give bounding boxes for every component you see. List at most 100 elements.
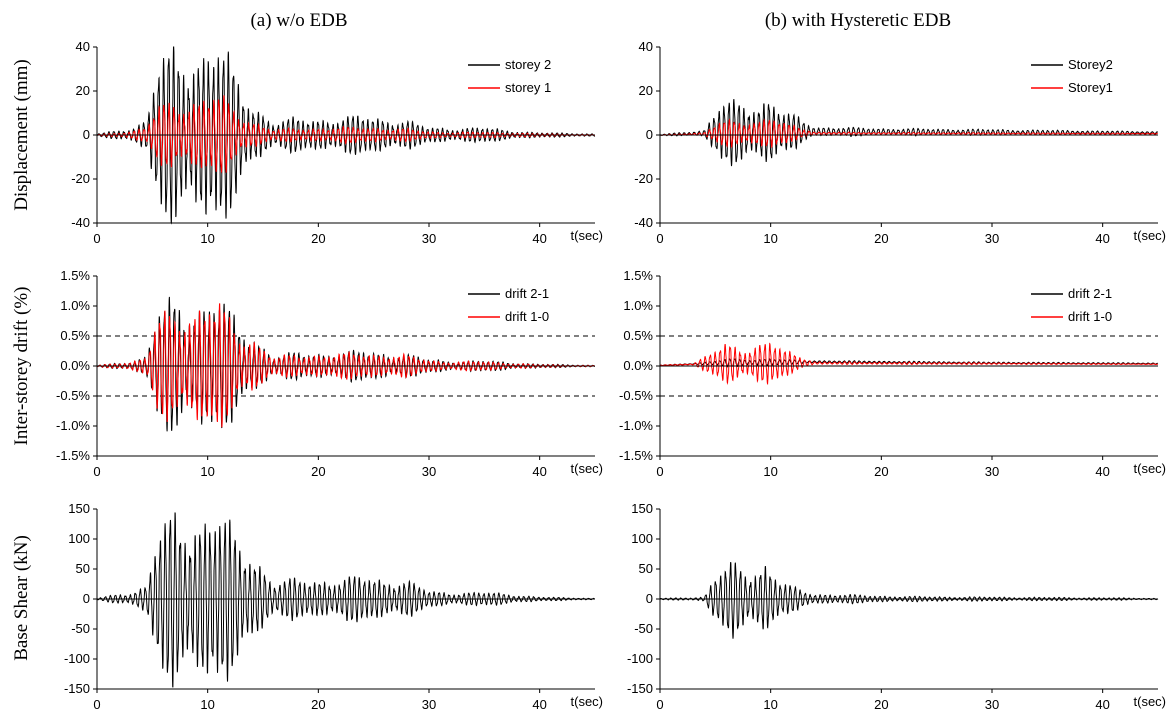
x-tick-label: 0 [656,231,663,246]
y-tick-label: -0.5% [619,388,653,403]
x-tick-label: 20 [874,231,888,246]
y-tick-label: 0.0% [60,358,90,373]
x-tick-label: 30 [422,697,436,712]
legend-entry: drift 2-1 [468,286,549,301]
x-tick-label: 30 [985,464,999,479]
series-line-storey-2 [96,46,596,225]
legend-entry: drift 2-1 [1031,286,1112,301]
y-tick-label: 40 [639,39,653,54]
x-tick-label: 40 [1095,231,1109,246]
y-tick-label: 20 [639,83,653,98]
y-tick-label: 0.5% [623,328,653,343]
chart-b1: -40 -20 0 20 40 0 10 20 30 40 t(sec) Storey2 Storey1 [634,39,1166,246]
y-tick-label: 1.5% [60,268,90,283]
y-tick-label: 0.5% [60,328,90,343]
y-tick-label: 100 [631,531,653,546]
chart-b2: -1.5% -1.0% -0.5% 0.0% 0.5% 1.0% 1.5% 0 10 20 30 40… [619,268,1166,479]
row-label-drift: Inter-storey drift (%) [11,287,32,446]
y-tick-label: 150 [68,501,90,516]
y-tick-label: -40 [71,215,90,230]
y-tick-label: 1.0% [60,298,90,313]
y-tick-label: -20 [634,171,653,186]
chart-panels: -40 -20 0 20 40 0 10 20 30 40 t(sec) storey 2 storey… [56,39,1166,712]
x-tick-label: 10 [763,231,777,246]
series-line-drift-1-0 [659,342,1159,386]
legend-label: Storey2 [1068,57,1113,72]
x-tick-label: 10 [200,697,214,712]
y-tick-label: -1.0% [56,418,90,433]
chart-a3: -150 -100 -50 0 50 100 150 0 10 20 30 40 t(sec) [64,501,603,712]
x-tick-label: 0 [93,697,100,712]
y-tick-label: 0 [646,127,653,142]
y-tick-label: 40 [76,39,90,54]
row-label-displacement: Displacement (mm) [11,59,32,210]
y-tick-label: -1.0% [619,418,653,433]
chart-a1: -40 -20 0 20 40 0 10 20 30 40 t(sec) storey 2 storey… [71,39,603,246]
x-tick-label: 10 [763,464,777,479]
legend-entry: drift 1-0 [468,309,549,324]
x-tick-label: 40 [1095,697,1109,712]
x-tick-label: 10 [200,464,214,479]
y-tick-label: 0 [83,127,90,142]
legend-label: drift 1-0 [1068,309,1112,324]
series-line-storey-1 [96,95,595,174]
y-tick-label: -100 [627,651,653,666]
y-tick-label: 1.0% [623,298,653,313]
x-unit-label: t(sec) [571,461,604,476]
column-title-a: (a) w/o EDB [250,10,347,31]
x-tick-label: 30 [985,231,999,246]
legend-label: drift 2-1 [505,286,549,301]
legend-entry: drift 1-0 [1031,309,1112,324]
legend-entry: storey 1 [468,80,551,95]
y-tick-label: 50 [639,561,653,576]
legend-entry: storey 2 [468,57,551,72]
x-tick-label: 20 [311,464,325,479]
y-tick-label: 0.0% [623,358,653,373]
x-unit-label: t(sec) [1134,694,1166,709]
series-line-response [659,562,1159,639]
y-tick-label: -150 [627,681,653,696]
x-tick-label: 20 [874,464,888,479]
y-tick-label: -150 [64,681,90,696]
y-tick-label: 50 [76,561,90,576]
y-tick-label: -40 [634,215,653,230]
y-tick-label: 0 [83,591,90,606]
x-unit-label: t(sec) [571,694,604,709]
legend-entry: Storey1 [1031,80,1113,95]
column-title-b: (b) with Hysteretic EDB [765,10,951,31]
x-tick-label: 0 [93,464,100,479]
y-tick-label: -100 [64,651,90,666]
x-tick-label: 40 [532,464,546,479]
chart-b3: -150 -100 -50 0 50 100 150 0 10 20 30 40 t(sec) [627,501,1166,712]
x-tick-label: 0 [93,231,100,246]
x-tick-label: 20 [874,697,888,712]
legend-label: storey 2 [505,57,551,72]
legend-label: drift 1-0 [505,309,549,324]
x-tick-label: 30 [985,697,999,712]
x-unit-label: t(sec) [1134,461,1166,476]
x-tick-label: 40 [532,697,546,712]
legend-label: drift 2-1 [1068,286,1112,301]
x-tick-label: 40 [532,231,546,246]
y-tick-label: -0.5% [56,388,90,403]
x-unit-label: t(sec) [1134,228,1166,243]
legend-entry: Storey2 [1031,57,1113,72]
y-tick-label: 1.5% [623,268,653,283]
series-line-storey1 [660,118,1158,149]
legend-label: Storey1 [1068,80,1113,95]
y-tick-label: -1.5% [56,448,90,463]
x-tick-label: 20 [311,697,325,712]
y-tick-label: -50 [71,621,90,636]
x-tick-label: 10 [763,697,777,712]
chart-a2: -1.5% -1.0% -0.5% 0.0% 0.5% 1.0% 1.5% 0 10 20 30 40… [56,268,603,479]
y-tick-label: -50 [634,621,653,636]
x-tick-label: 0 [656,697,663,712]
y-tick-label: 100 [68,531,90,546]
x-tick-label: 30 [422,231,436,246]
x-tick-label: 30 [422,464,436,479]
x-tick-label: 10 [200,231,214,246]
y-tick-label: 0 [646,591,653,606]
y-tick-label: 20 [76,83,90,98]
row-label-base-shear: Base Shear (kN) [11,535,32,661]
